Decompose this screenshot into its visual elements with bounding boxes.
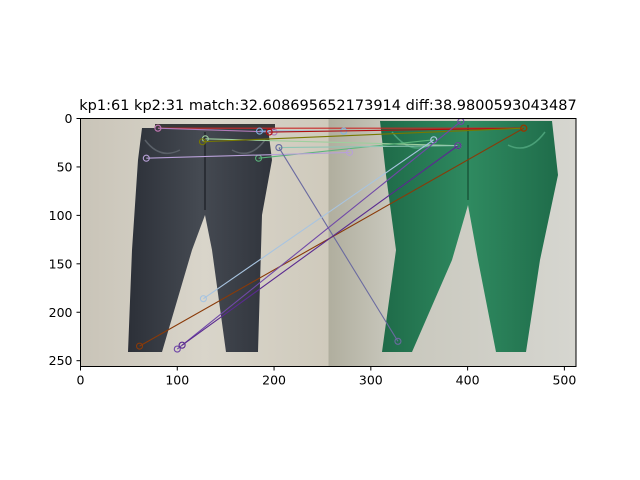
- x-tick-label-400: 400: [456, 373, 480, 388]
- y-tick-label-100: 100: [49, 208, 73, 223]
- match-line-10: [203, 139, 435, 300]
- match-line-12: [176, 120, 462, 350]
- keypoint-left-5: [198, 138, 206, 146]
- x-tick-label-100: 100: [165, 373, 189, 388]
- y-tick-label-0: 0: [65, 111, 73, 126]
- dark-jeans-pocket-left: [144, 139, 181, 155]
- x-tick-label-500: 500: [552, 373, 576, 388]
- dark-jeans: [128, 128, 272, 352]
- keypoint-right-7: [345, 148, 354, 156]
- chart-title: kp1:61 kp2:31 match:32.608695652173914 d…: [79, 98, 576, 114]
- keypoint-right-11: [520, 124, 528, 132]
- y-tick-label-200: 200: [49, 305, 73, 320]
- y-tick-label-150: 150: [49, 256, 73, 271]
- image-area: [80, 118, 576, 367]
- matches-layer: [135, 118, 528, 353]
- x-tick-label-0: 0: [77, 373, 85, 388]
- match-line-6: [258, 139, 434, 159]
- keypoint-left-7: [142, 154, 150, 162]
- ticks-layer: 0 100 200 300 400 500 0 50 100 150 200 250: [49, 111, 577, 388]
- match-line-8: [278, 145, 458, 149]
- keypoint-right-9: [394, 337, 402, 345]
- keypoint-right-13: [454, 142, 462, 150]
- keypoint-left-11: [135, 342, 144, 350]
- match-line-3: [269, 127, 524, 133]
- keypoint-left-2: [255, 127, 264, 135]
- match-line-13: [181, 145, 459, 346]
- match-line-7: [146, 151, 350, 159]
- hanger-bar: [155, 124, 275, 130]
- keypoint-left-10: [199, 295, 207, 303]
- green-jeans-pocket-right: [507, 131, 546, 149]
- x-tick-label-300: 300: [359, 373, 383, 388]
- axes-frame: [80, 118, 577, 367]
- keypoint-left-12: [173, 345, 181, 353]
- dark-jeans-pocket-right: [231, 139, 266, 155]
- match-line-1: [157, 127, 275, 133]
- y-tick-label-50: 50: [57, 159, 73, 174]
- keypoint-left-9: [275, 144, 283, 152]
- keypoint-left-1: [154, 124, 162, 132]
- keypoint-right-12: [457, 118, 465, 125]
- x-tick-label-200: 200: [262, 373, 286, 388]
- match-line-9: [278, 147, 399, 342]
- keypoint-left-3: [265, 128, 273, 136]
- match-line-5: [202, 127, 524, 143]
- green-jeans: [380, 121, 558, 352]
- y-tick-label-250: 250: [49, 353, 73, 368]
- keypoint-left-13: [178, 341, 186, 349]
